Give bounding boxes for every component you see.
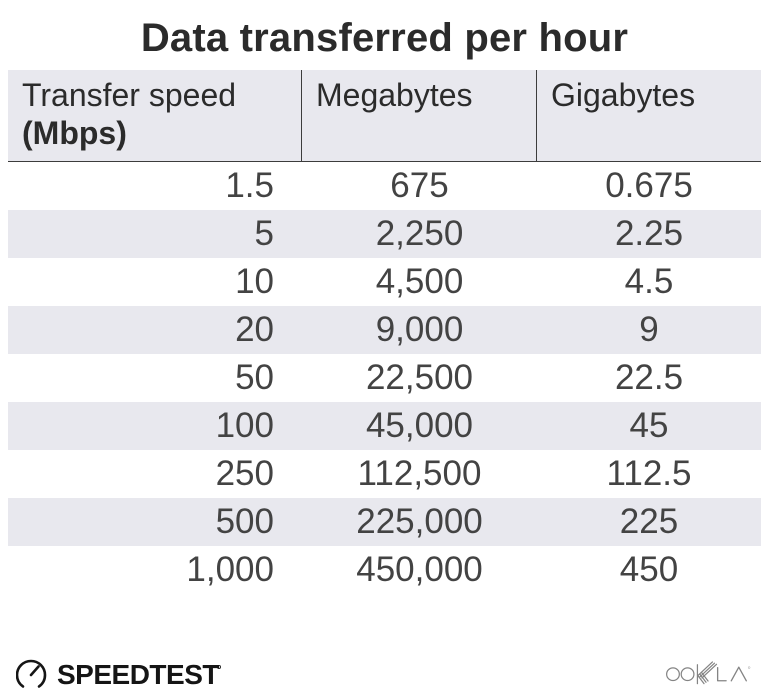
svg-text:SPEEDTEST: SPEEDTEST [57,659,219,690]
